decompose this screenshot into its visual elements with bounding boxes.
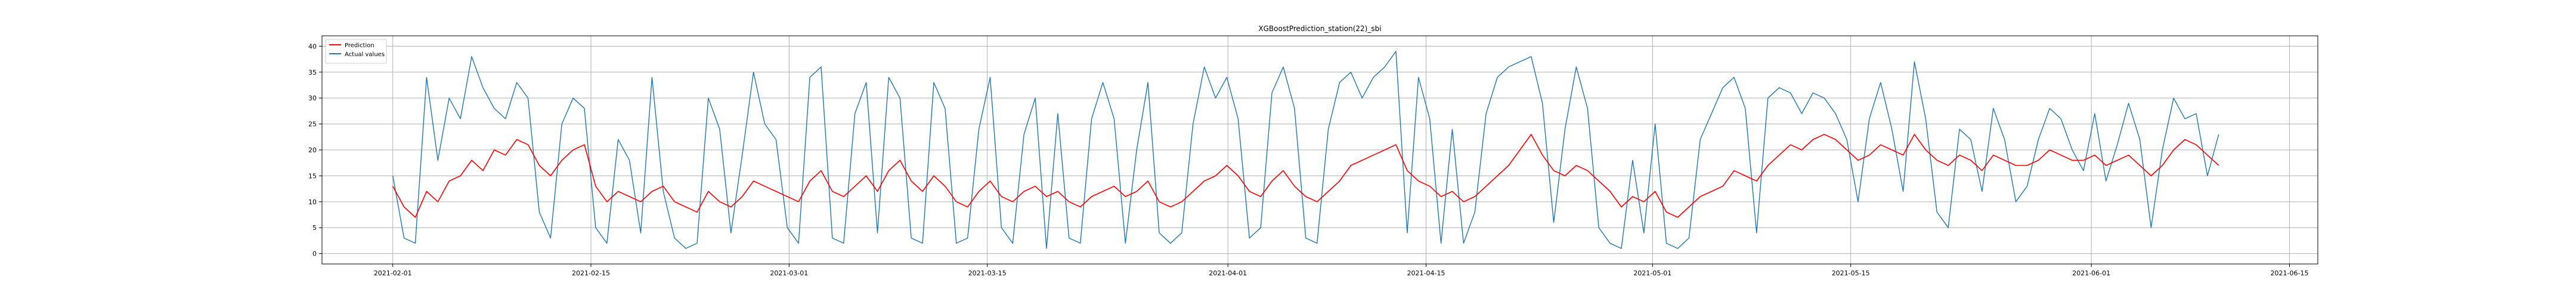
x-tick-label: 2021-06-01 xyxy=(2072,269,2110,277)
x-tick-label: 2021-06-15 xyxy=(2271,269,2309,277)
x-tick-label: 2021-04-15 xyxy=(1407,269,1445,277)
legend-label: Actual values xyxy=(345,51,385,58)
y-tick-label: 25 xyxy=(308,121,317,128)
y-tick-label: 5 xyxy=(312,224,317,232)
legend-items: Prediction Actual values xyxy=(329,42,385,58)
x-tick-label: 2021-05-15 xyxy=(1832,269,1870,277)
legend-label: Prediction xyxy=(345,42,374,49)
y-tick-label: 30 xyxy=(308,94,317,102)
y-tick-label: 10 xyxy=(308,198,317,206)
x-tick-label: 2021-03-01 xyxy=(770,269,808,277)
y-tick-label: 40 xyxy=(308,42,317,50)
x-tick-label: 2021-05-01 xyxy=(1633,269,1671,277)
series-layer xyxy=(392,51,2219,249)
x-tick-label: 2021-04-01 xyxy=(1209,269,1247,277)
y-tick-label: 35 xyxy=(308,69,317,76)
ticks-layer: 0 5 10 15 20 25 30 35 40 2021-02-01 2021-02-15 2021… xyxy=(308,42,2308,277)
x-tick-label: 2021-02-15 xyxy=(572,269,610,277)
grid-layer xyxy=(322,36,2318,264)
y-tick-label: 15 xyxy=(308,172,317,180)
x-tick-label: 2021-03-15 xyxy=(968,269,1007,277)
series-line-actual-values xyxy=(392,51,2219,249)
legend: Prediction Actual values xyxy=(325,39,387,64)
y-tick-label: 0 xyxy=(312,250,317,258)
chart-title: XGBoostPrediction_station(22)_sbi xyxy=(1258,24,1381,33)
x-tick-label: 2021-02-01 xyxy=(374,269,412,277)
series-line-prediction xyxy=(392,134,2219,218)
y-tick-label: 20 xyxy=(308,146,317,154)
